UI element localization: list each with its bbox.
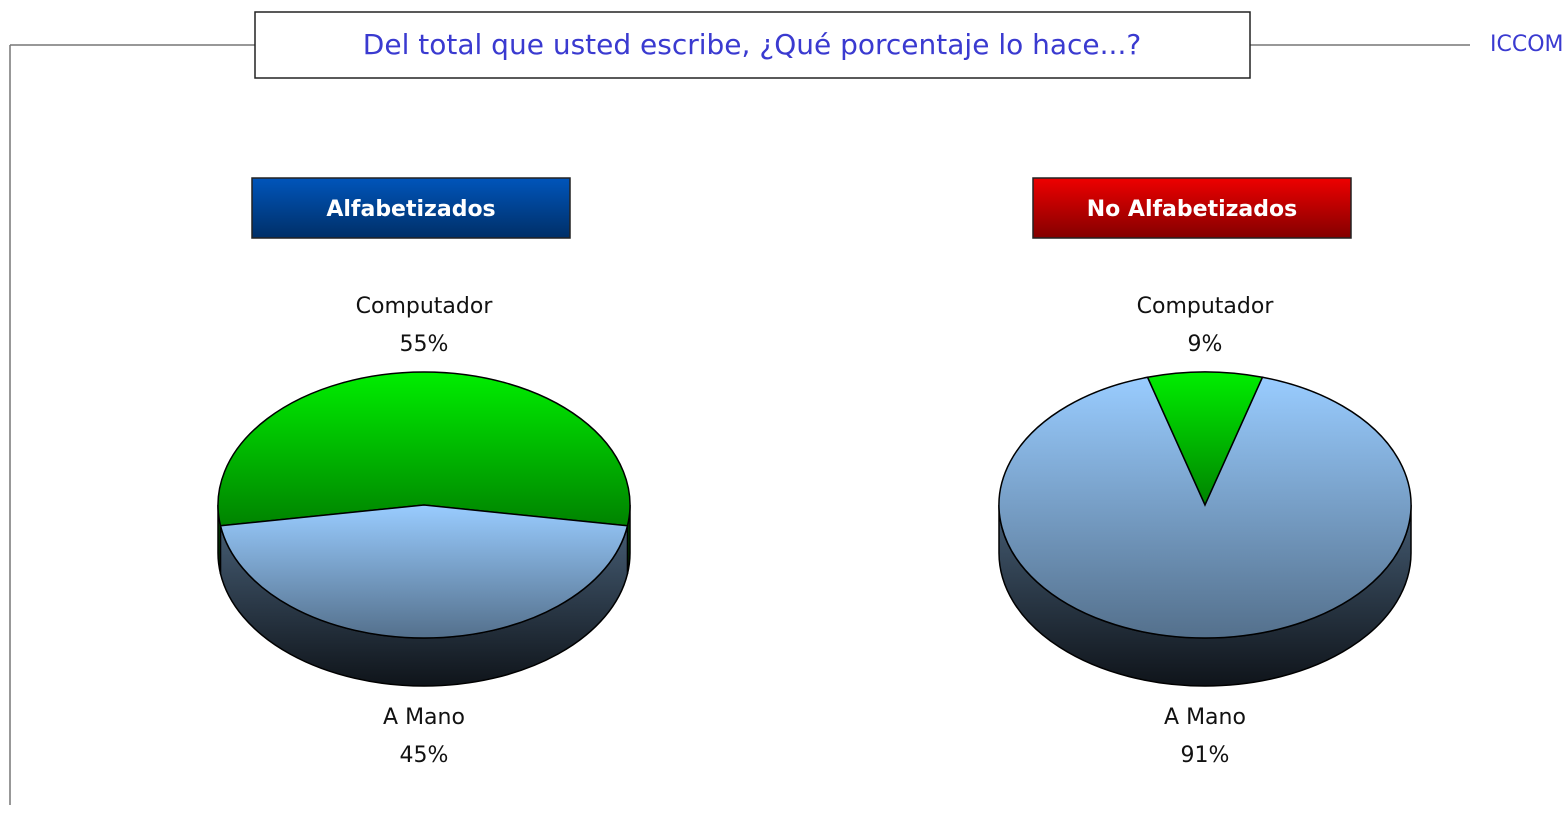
pie-slice [219,504,629,639]
slice-label: A Mano [1164,705,1246,730]
pie-slice [217,371,631,527]
chart-title: Alfabetizados [326,197,495,222]
chart-title: No Alfabetizados [1087,197,1298,222]
chart-title-box [1032,177,1352,239]
chart-title-box [251,177,571,239]
slide-title: Del total que usted escribe, ¿Qué porcen… [363,28,1141,61]
pie-slice [1146,371,1264,507]
title-box [254,11,1251,79]
slice-label: A Mano [383,705,465,730]
slice-label: Computador [1137,294,1275,319]
slice-value: 9% [1188,332,1223,357]
slice-value: 91% [1181,743,1230,768]
slice-label: Computador [356,294,494,319]
slice-value: 45% [400,743,449,768]
brand: ICCOM [1490,32,1564,57]
pie-slice [998,376,1412,639]
slice-value: 55% [400,332,449,357]
